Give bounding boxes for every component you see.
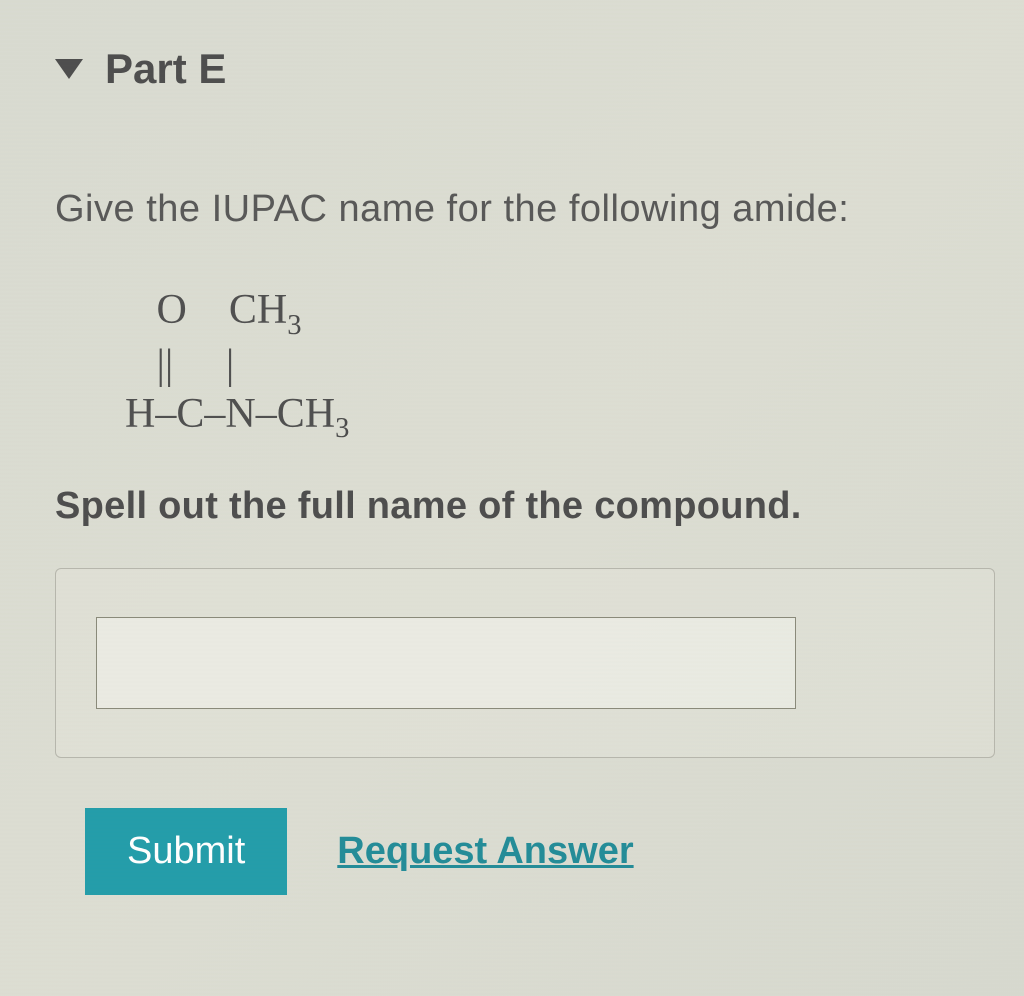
answer-input[interactable]: [96, 617, 796, 709]
collapse-triangle-icon: [55, 59, 83, 79]
structure-row-3: H–C–N–CH3: [125, 390, 994, 445]
part-header[interactable]: Part E: [55, 45, 994, 93]
structure-row-1: O CH3: [125, 286, 994, 341]
answer-area: [55, 568, 995, 758]
button-row: Submit Request Answer: [85, 808, 994, 895]
part-title: Part E: [105, 45, 226, 93]
answer-instruction: Spell out the full name of the compound.: [55, 485, 994, 528]
submit-button[interactable]: Submit: [85, 808, 287, 895]
request-answer-link[interactable]: Request Answer: [337, 830, 633, 873]
structure-row-2: || |: [125, 341, 994, 389]
chemical-structure: O CH3 || | H–C–N–CH3: [125, 286, 994, 445]
question-prompt: Give the IUPAC name for the following am…: [55, 188, 994, 231]
